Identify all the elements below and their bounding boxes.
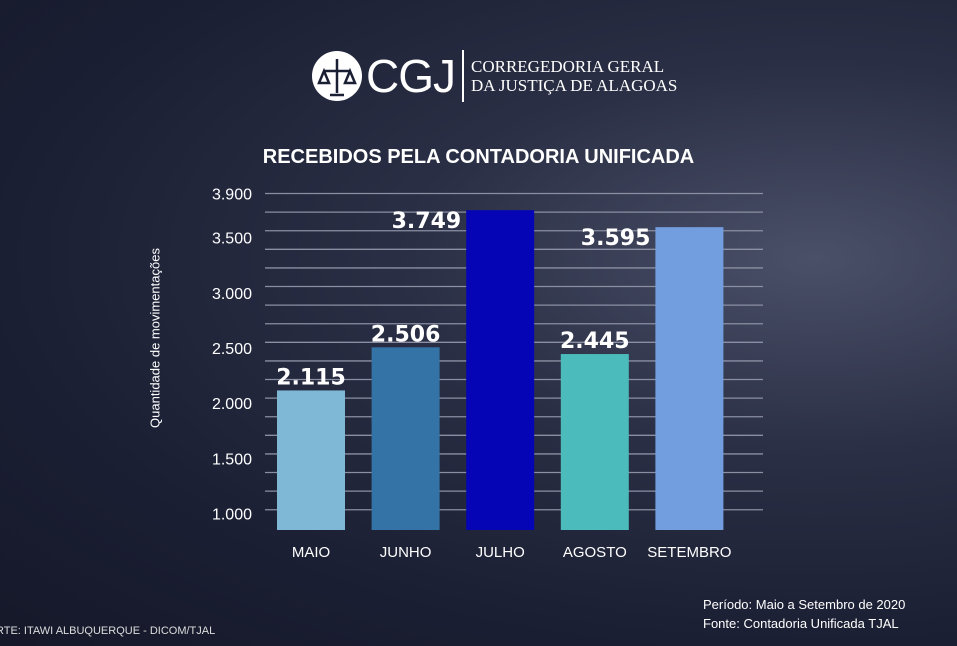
y-tick-label: 1.000 xyxy=(212,506,252,523)
data-label: 3.595 xyxy=(581,226,651,251)
data-label: 2.506 xyxy=(371,322,441,347)
y-tick-label: 2.000 xyxy=(212,396,252,413)
data-label: 2.445 xyxy=(560,329,630,354)
y-tick-label: 3.500 xyxy=(212,231,252,248)
data-label: 2.115 xyxy=(276,365,346,390)
org-line1: CORREGEDORIA GERAL xyxy=(471,57,665,76)
photo-credit: RTE: ITAWI ALBUQUERQUE - DICOM/TJAL xyxy=(0,625,216,637)
source-text: Fonte: Contadoria Unificada TJAL xyxy=(703,616,899,631)
x-tick-label: JULHO xyxy=(476,544,525,561)
period-text: Período: Maio a Setembro de 2020 xyxy=(703,597,906,612)
x-tick-label: JUNHO xyxy=(380,544,432,561)
bar-setembro xyxy=(655,227,724,530)
logo-text: CGJ xyxy=(366,50,456,102)
y-tick-label: 2.500 xyxy=(212,341,252,358)
y-tick-label: 1.500 xyxy=(212,451,252,468)
bar-maio xyxy=(277,390,345,530)
org-line2: DA JUSTIÇA DE ALAGOAS xyxy=(471,76,678,95)
chart-footer: Período: Maio a Setembro de 2020 Fonte: … xyxy=(703,595,905,633)
logo-divider xyxy=(462,50,464,102)
x-tick-label: SETEMBRO xyxy=(647,544,731,561)
x-tick-label: MAIO xyxy=(292,544,330,561)
y-tick-label: 3.900 xyxy=(212,187,252,204)
org-name: CORREGEDORIA GERAL DA JUSTIÇA DE ALAGOAS xyxy=(471,57,677,95)
scales-emblem-icon xyxy=(312,51,362,101)
chart-title: RECEBIDOS PELA CONTADORIA UNIFICADA xyxy=(262,146,695,168)
bar-julho xyxy=(466,210,535,530)
bar-agosto xyxy=(560,354,629,530)
y-tick-label: 3.000 xyxy=(212,286,252,303)
x-tick-label: AGOSTO xyxy=(563,544,627,561)
cgj-logo: CGJ CORREGEDORIA GERAL DA JUSTIÇA DE ALA… xyxy=(312,50,677,102)
data-label: 3.749 xyxy=(392,209,462,234)
bar-junho xyxy=(371,347,440,530)
